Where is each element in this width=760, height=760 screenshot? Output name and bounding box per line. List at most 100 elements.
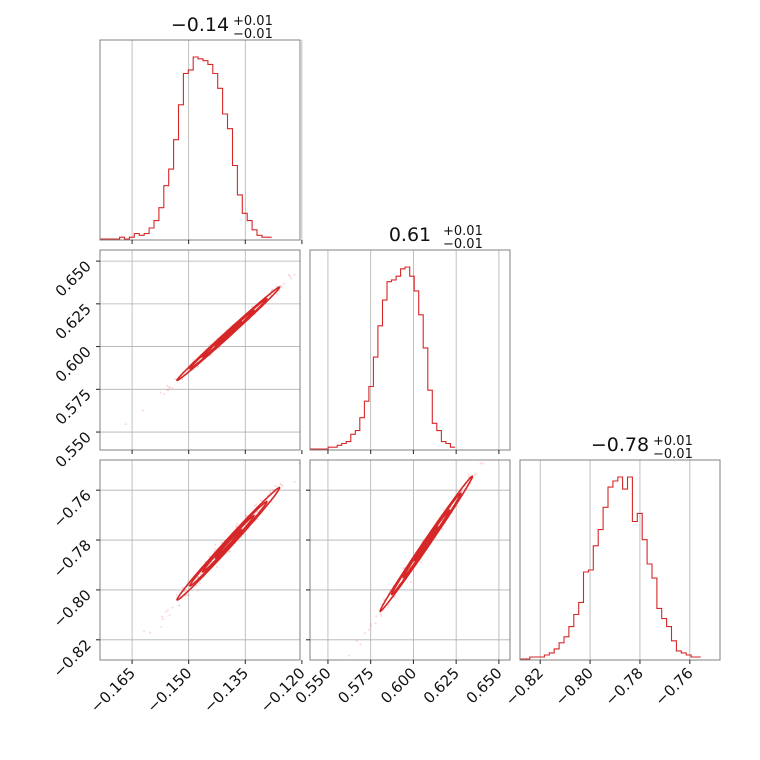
y-tick-label-p3: −0.76 [50,486,95,531]
scatter-point [369,625,372,628]
scatter-point [473,473,476,476]
scatter-point [287,274,290,276]
panel-frame [309,249,511,451]
contour-level [379,475,474,613]
contour-level [188,500,268,587]
scatter-point [293,480,296,483]
title-median: −0.14 [171,14,229,36]
scatter-point [461,489,463,492]
histogram-p1 [100,56,272,240]
scatter-point [171,606,174,609]
y-tick-label-p2: 0.575 [52,385,95,428]
scatter-point [488,457,490,459]
scatter-point [375,615,378,618]
scatter-point [166,389,169,392]
scatter-point [275,292,278,295]
panel-frame [99,249,301,451]
scatter-point [279,482,282,485]
scatter-point [168,387,171,389]
scatter-point [163,392,166,395]
scatter-point [197,365,200,368]
scatter-point [185,594,188,596]
scatter-point [149,631,152,634]
x-tick-label-p1: −0.135 [200,664,252,716]
scatter-point [308,265,310,267]
scatter-point [363,632,366,635]
contour-level [201,514,256,573]
contour-level [214,320,242,347]
scatter-point [374,622,377,625]
scatter-point [380,603,383,606]
scatter-point [387,606,389,609]
scatter-point [228,550,231,553]
scatter-point [168,386,171,389]
scatter-point [195,584,198,587]
x-tick-label-p3: −0.80 [552,664,597,709]
y-tick-label-p3: −0.78 [50,536,95,581]
scatter-point [178,604,181,607]
y-tick-label-p2: 0.550 [52,428,95,471]
scatter-point [368,628,370,631]
scatter-point [166,608,169,611]
scatter-point [270,501,273,504]
scatter-point [359,643,362,646]
contour-level [413,525,439,562]
scatter-point [244,514,247,517]
title-median: −0.78 [591,434,649,456]
scatter-point [275,285,278,288]
scatter-point [165,610,168,613]
panel-title-p2: 0.61 [389,224,431,246]
scatter-point [280,484,283,486]
contour-level [176,286,281,382]
title-minus-error: −0.01 [233,27,273,42]
scatter-point [235,524,238,527]
scatter-point [196,365,199,368]
scatter-point [192,359,195,361]
scatter-point [283,282,285,285]
scatter-point [218,347,221,350]
scatter-point [410,581,412,583]
x-tick-label-p2: 0.625 [420,664,463,707]
scatter-point [184,589,187,592]
x-tick-label-p2: 0.600 [377,664,420,707]
hist-panel-p1: −0.14 +0.01−0.01 [99,14,303,244]
contour-level [402,508,451,579]
scatter-point [167,388,170,391]
hist-panel-p3: −0.78 +0.01−0.01 [519,434,721,664]
scatter-point [143,630,146,633]
scatter-point [254,513,257,516]
scatter-point [383,598,386,601]
x-tick-label-p2: 0.575 [334,664,377,707]
scatter-point [220,541,223,544]
scatter-point [280,285,283,288]
scatter-point [229,550,232,553]
histogram-p3 [520,476,701,660]
x-tick-label-p3: −0.82 [502,664,547,709]
panel-title-p3: −0.78 [591,434,649,456]
panel-frame [309,459,511,661]
y-tick-label-p3: −0.80 [50,586,95,631]
scatter-panel-p1-p2 [96,249,310,454]
panel-frame [99,459,301,661]
scatter-point [159,391,162,394]
scatter-panel-p2-p3 [306,457,511,664]
y-tick-label-p2: 0.650 [52,257,95,300]
scatter-point [168,614,171,617]
scatter-point [236,522,239,525]
scatter-point [370,623,372,626]
scatter-point [245,515,248,518]
scatter-point [186,594,189,597]
contour-level [390,492,462,596]
title-minus-error: −0.01 [443,237,483,252]
scatter-point [467,473,470,476]
scatter-point [393,596,396,598]
scatter-point [208,555,211,558]
scatter-point [380,614,383,617]
hist-panel-p2: 0.61 +0.01−0.01 [309,224,511,454]
scatter-point [196,589,199,592]
scatter-point [174,378,177,381]
x-tick-label-p1: −0.165 [87,664,139,716]
title-median: 0.61 [389,224,431,246]
scatter-point [269,491,271,494]
